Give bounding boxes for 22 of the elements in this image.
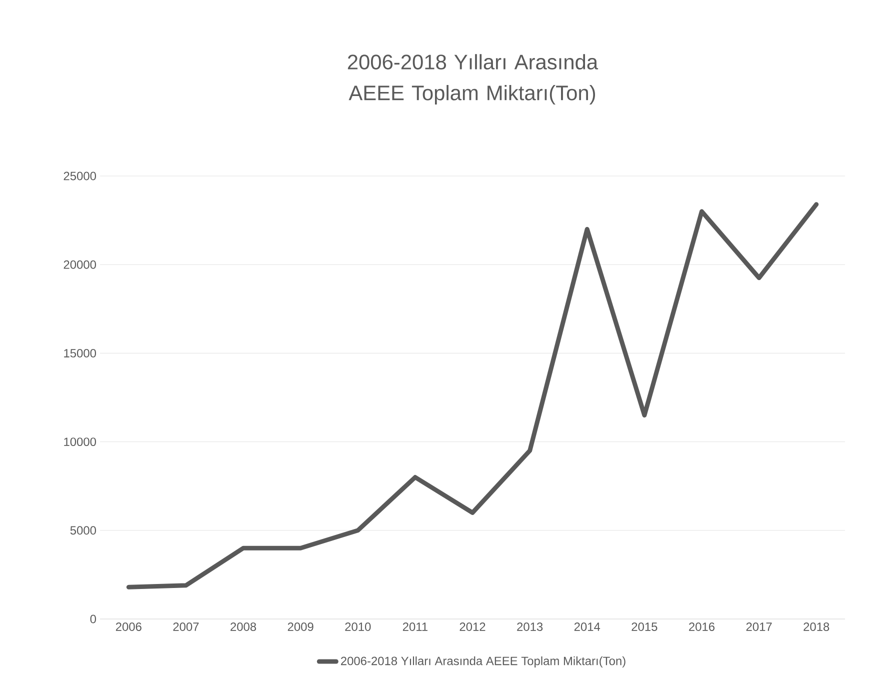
y-tick-label: 0 [90,614,96,624]
x-tick-label: 2008 [230,622,256,631]
legend-label: 2006-2018 Yılları Arasında AEEE Toplam Miktarı(Ton) [340,656,626,668]
x-tick-label: 2011 [402,622,428,631]
x-tick-label: 2016 [689,622,715,631]
x-tick-label: 2017 [746,622,772,631]
y-tick-label: 5000 [70,526,96,535]
y-tick-label: 10000 [64,438,96,446]
x-tick-label: 2013 [517,622,543,631]
y-tick-label: 15000 [64,348,96,358]
y-tick-label: 25000 [64,172,96,180]
x-tick-label: 2010 [345,622,371,631]
x-tick-label: 2007 [173,622,199,631]
chart-title: 2006-2018 Yılları Arasında AEEE Toplam Miktarı(Ton) [348,54,598,104]
x-tick-label: 2006 [116,622,142,631]
y-tick-label: 20000 [64,260,96,269]
x-tick-label: 2015 [632,622,658,631]
x-tick-label: 2009 [288,622,314,631]
x-tick-label: 2012 [460,622,486,631]
x-tick-label: 2018 [804,622,830,631]
x-tick-label: 2014 [574,622,600,631]
line-series [126,202,819,590]
